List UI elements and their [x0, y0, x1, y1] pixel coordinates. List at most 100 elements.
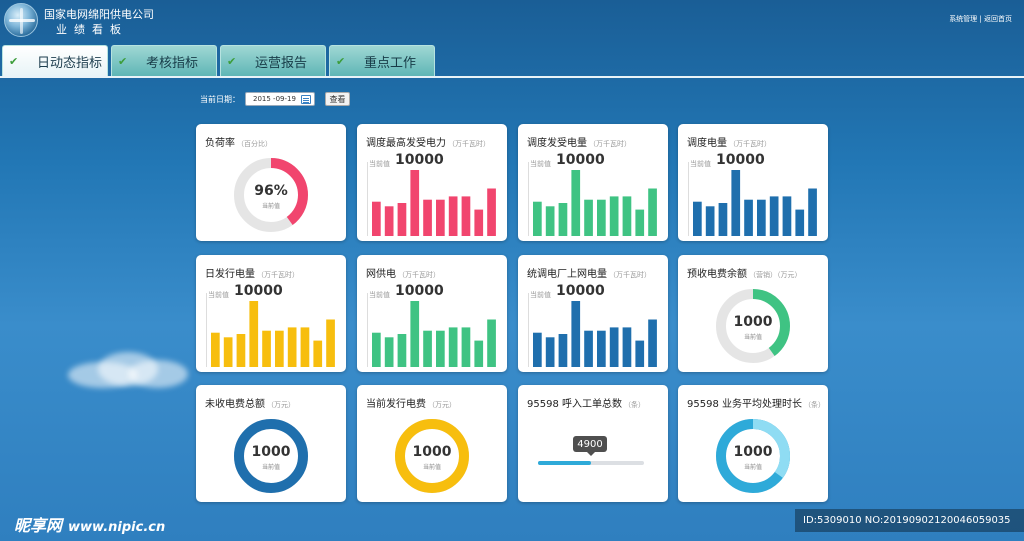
card-current-billing[interactable]: 当前发行电费 （万元） 1000 当前值	[357, 385, 507, 502]
card-dispatch-electricity[interactable]: 调度电量 （万千瓦时） 当前值 10000	[678, 124, 828, 241]
bar	[223, 337, 233, 367]
bar	[757, 199, 766, 236]
card-unit: （万千瓦时）	[448, 140, 490, 148]
back-home-link[interactable]: 返回首页	[984, 15, 1012, 23]
card-load-rate[interactable]: 负荷率 （百分比） 96% 当前值	[196, 124, 346, 241]
tab-operation-report[interactable]: ✔ 运营报告	[220, 45, 326, 76]
bar	[584, 330, 593, 367]
tab-label: 考核指标	[146, 55, 199, 71]
card-dispatch-max-power[interactable]: 调度最高发受电力 （万千瓦时） 当前值 10000	[357, 124, 507, 241]
bar-chart	[528, 162, 658, 236]
bar	[744, 199, 753, 236]
donut-value: 1000	[733, 444, 773, 460]
bar	[558, 334, 568, 367]
donut-value: 1000	[733, 314, 773, 330]
current-value-label: 当前值	[369, 291, 390, 299]
donut-gauge: 1000 当前值	[678, 413, 828, 499]
card-title: 当前发行电费 （万元）	[366, 399, 456, 410]
bar-chart-svg	[372, 170, 496, 236]
card-hotline-avg-time[interactable]: 95598 业务平均处理时长 （条） 1000 当前值	[678, 385, 828, 502]
card-grid-supply[interactable]: 网供电 （万千瓦时） 当前值 10000	[357, 255, 507, 372]
card-unit: （万千瓦时）	[729, 140, 771, 148]
tab-daily-indicators[interactable]: ✔ 日动态指标	[2, 45, 108, 76]
card-title: 未收电费总额 （万元）	[205, 399, 295, 410]
bar	[609, 327, 619, 367]
donut-sub-label: 当前值	[261, 464, 280, 471]
date-filter-bar: 当前日期： 2015 -09-19 查看	[200, 92, 350, 106]
image-id-strip: ID:5309010 NO:20190902120046059035	[795, 509, 1024, 532]
current-value-label: 当前值	[208, 291, 229, 299]
check-icon: ✔	[227, 54, 237, 68]
donut-fill	[716, 289, 790, 363]
watermark-brand: 昵享网 www.nipic.cn	[14, 512, 165, 536]
date-field[interactable]: 2015 -09-19	[245, 92, 315, 106]
tab-label: 运营报告	[255, 55, 308, 71]
card-unit: （万元）	[267, 401, 295, 409]
page-subtitle: 业绩看板	[56, 23, 128, 36]
bar-chart	[367, 293, 497, 367]
current-value: 10000	[395, 283, 444, 299]
slider-value-tooltip: 4900	[573, 436, 607, 456]
donut-sub-label: 当前值	[422, 464, 441, 471]
card-hotline-tickets[interactable]: 95598 呼入工单总数 （条） 4900	[518, 385, 668, 502]
bar	[262, 330, 271, 367]
check-icon: ✔	[118, 54, 128, 68]
donut-highlight	[716, 419, 790, 493]
bar	[533, 332, 542, 367]
bar	[571, 301, 581, 367]
bar	[397, 334, 407, 367]
tab-divider	[0, 76, 1024, 78]
bar	[300, 327, 310, 367]
card-dispatch-energy[interactable]: 调度发受电量 （万千瓦时） 当前值 10000	[518, 124, 668, 241]
bar-chart-svg	[211, 301, 335, 367]
card-prepaid-balance[interactable]: 预收电费余额 （营销）（万元） 1000 当前值	[678, 255, 828, 372]
current-value-label: 当前值	[369, 160, 390, 168]
tab-assessment[interactable]: ✔ 考核指标	[111, 45, 217, 76]
bar	[635, 209, 645, 236]
card-title: 网供电 （万千瓦时）	[366, 269, 440, 280]
bar	[384, 206, 394, 236]
card-title: 95598 呼入工单总数 （条）	[527, 399, 645, 410]
top-bar: 国家电网绵阳供电公司 业绩看板 系统管理 | 返回首页	[0, 0, 1024, 44]
bar	[782, 196, 792, 236]
bar	[410, 301, 420, 367]
watermark-url: www.nipic.cn	[68, 520, 166, 535]
bar	[372, 201, 381, 236]
card-title: 调度电量 （万千瓦时）	[687, 138, 771, 149]
bar	[609, 196, 619, 236]
bar	[545, 337, 555, 367]
donut-value: 1000	[251, 444, 291, 460]
card-plant-grid-energy[interactable]: 统调电厂上网电量 （万千瓦时） 当前值 10000	[518, 255, 668, 372]
watermark-logo-text: 昵享网	[14, 516, 63, 535]
card-title: 调度最高发受电力 （万千瓦时）	[366, 138, 490, 149]
bar	[693, 201, 702, 236]
donut-svg	[395, 419, 469, 493]
donut-value: 1000	[412, 444, 452, 460]
bar	[487, 188, 496, 236]
bar	[635, 340, 645, 367]
card-daily-generation[interactable]: 日发行电量 （万千瓦时） 当前值 10000	[196, 255, 346, 372]
bar	[584, 199, 593, 236]
bar	[436, 199, 445, 236]
card-unit: （万千瓦时）	[398, 271, 440, 279]
view-button[interactable]: 查看	[325, 92, 350, 106]
bar	[287, 327, 297, 367]
card-unpaid-total[interactable]: 未收电费总额 （万元） 1000 当前值	[196, 385, 346, 502]
bar	[384, 337, 394, 367]
tab-key-work[interactable]: ✔ 重点工作	[329, 45, 435, 76]
bar	[474, 209, 484, 236]
card-unit: （万元）	[428, 401, 456, 409]
donut-svg	[716, 289, 790, 363]
bar	[461, 196, 471, 236]
bar	[597, 199, 606, 236]
bar	[372, 332, 381, 367]
system-admin-link[interactable]: 系统管理	[949, 15, 978, 23]
card-title: 95598 业务平均处理时长 （条）	[687, 399, 825, 410]
calendar-icon[interactable]	[301, 95, 311, 104]
donut-value: 96%	[254, 183, 288, 199]
bar	[249, 301, 259, 367]
donut-sub-label: 当前值	[743, 464, 762, 471]
donut-gauge: 1000 当前值	[678, 283, 828, 369]
card-unit: （万千瓦时）	[609, 271, 651, 279]
bar	[397, 203, 407, 236]
